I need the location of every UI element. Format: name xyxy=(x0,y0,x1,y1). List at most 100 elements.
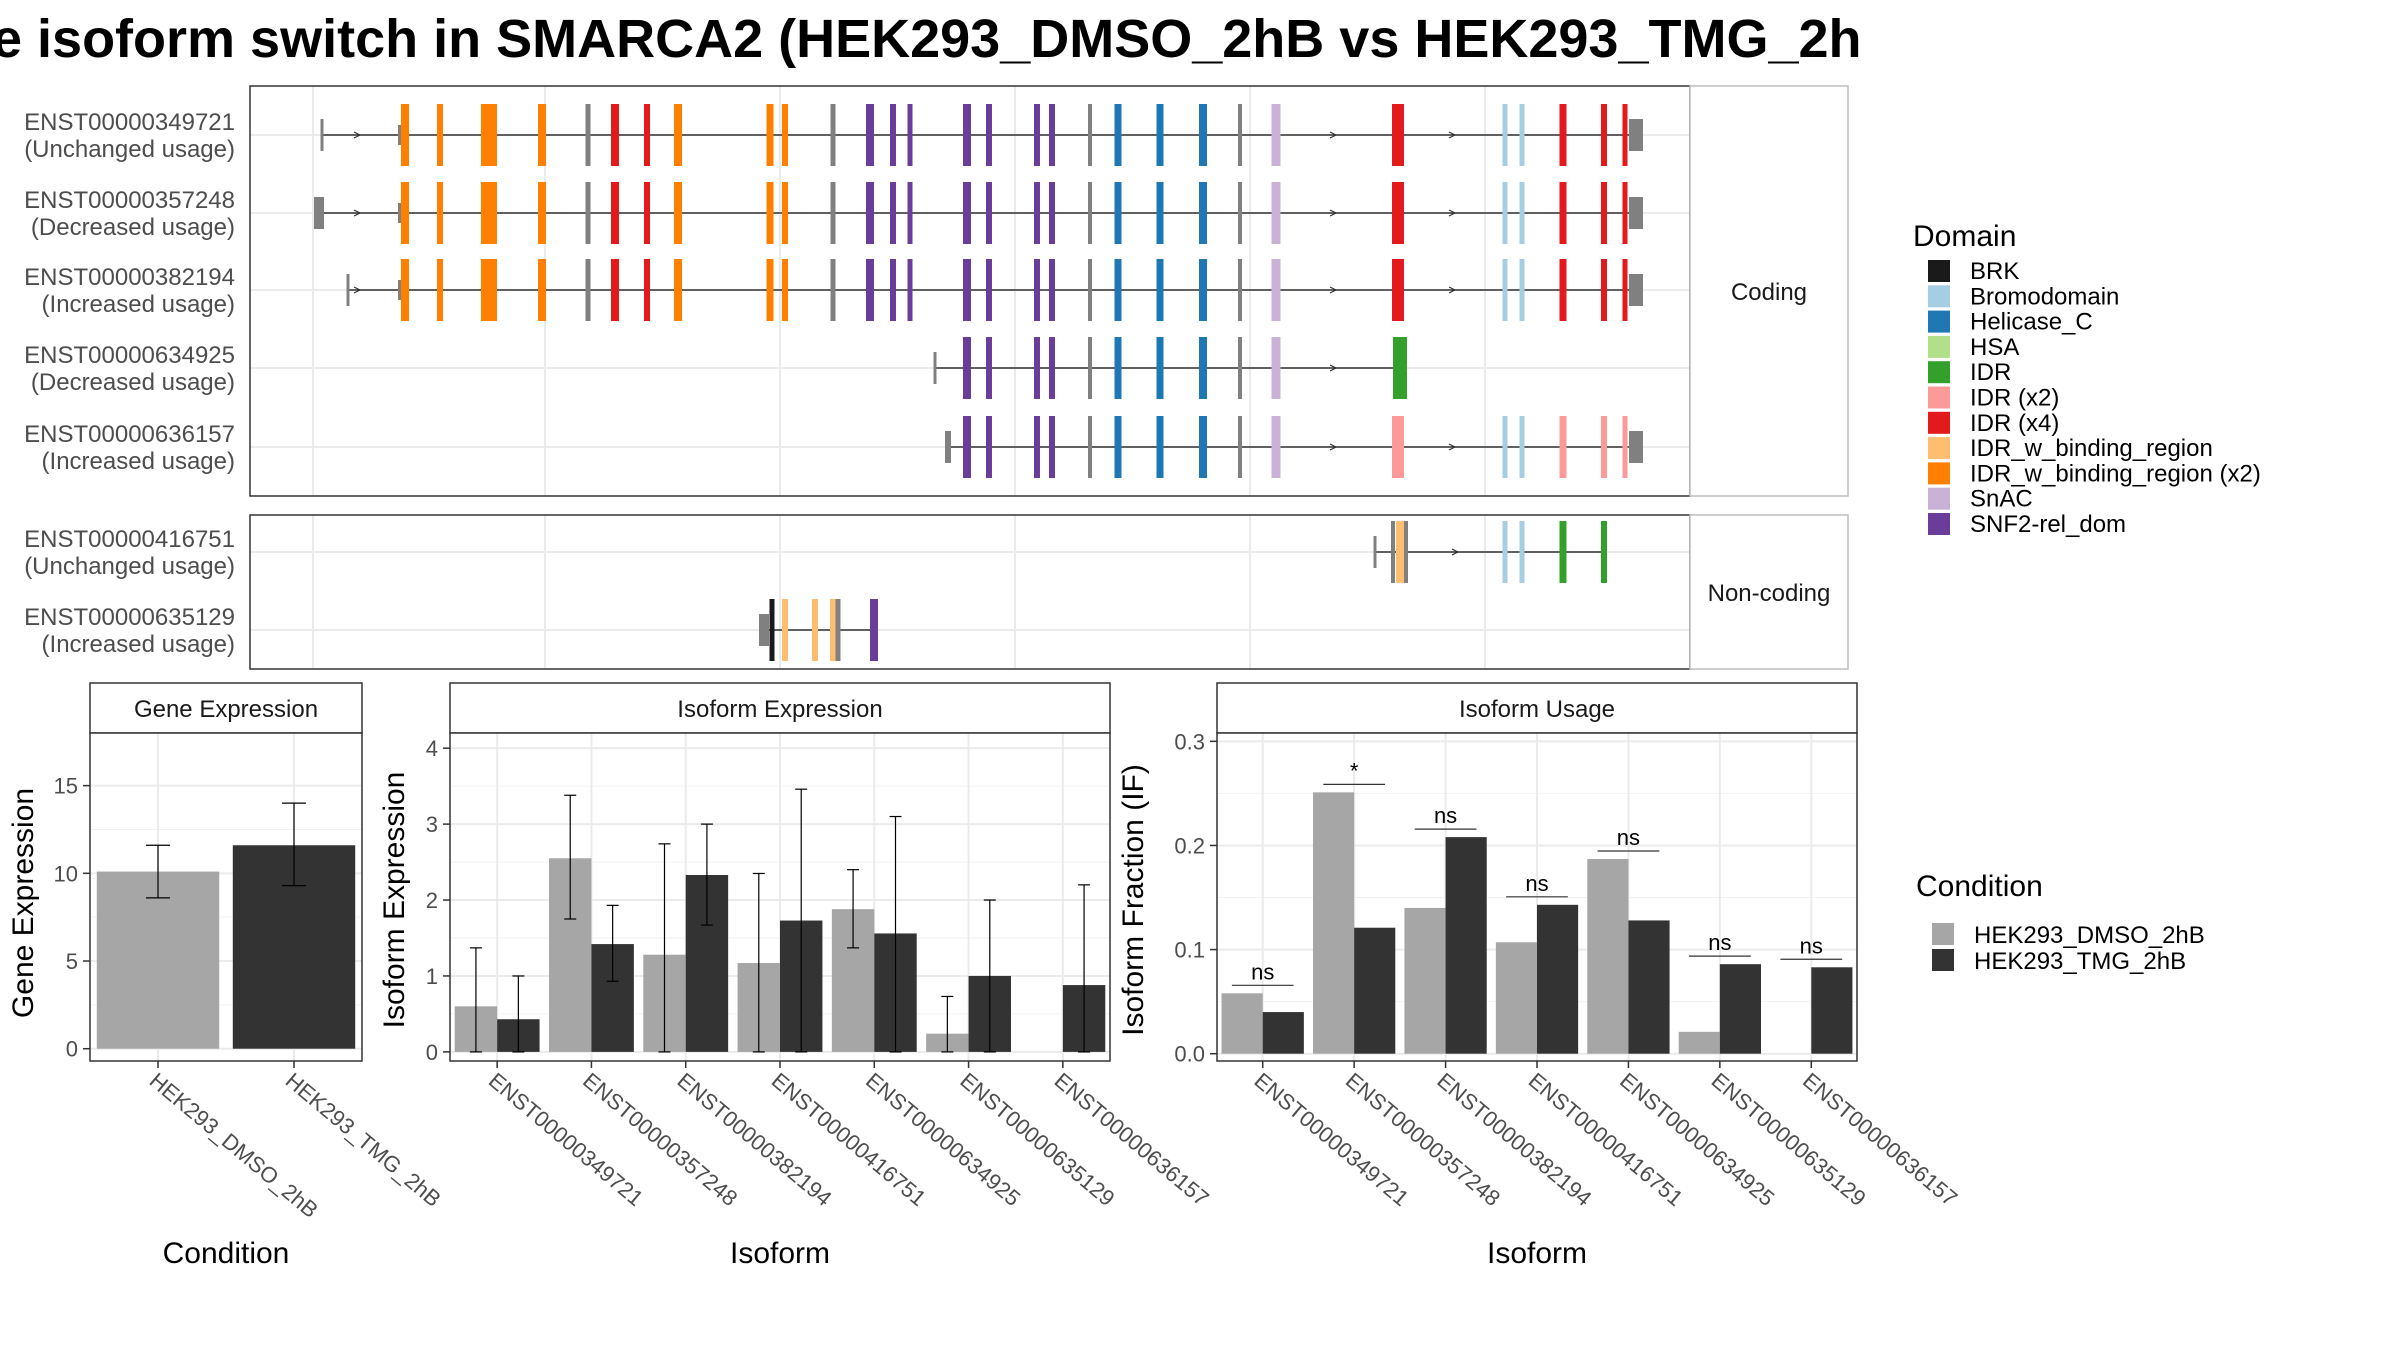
condition-legend-label: HEK293_DMSO_2hB xyxy=(1974,922,2205,949)
exon-block xyxy=(782,182,788,244)
x-tick-label: ENST00000349721 xyxy=(1250,1068,1414,1211)
exon-block xyxy=(1519,104,1525,166)
isoform-panel-noncoding: Non-coding ENST00000416751(Unchanged usag… xyxy=(24,514,1849,670)
exon-block xyxy=(1271,182,1281,244)
bar xyxy=(1445,837,1487,1054)
domain-legend-title: Domain xyxy=(1913,220,2016,253)
domain-legend-label: Bromodomain xyxy=(1970,283,2119,310)
bar xyxy=(1719,964,1761,1054)
isoform-row-id: ENST00000382194 xyxy=(24,264,235,291)
bar xyxy=(1313,792,1355,1054)
exon-block xyxy=(830,104,836,166)
domain-legend-label: IDR (x4) xyxy=(1970,410,2059,437)
domain-legend-label: HSA xyxy=(1970,334,2019,361)
exon-block xyxy=(1199,337,1207,399)
exon-block xyxy=(963,337,971,399)
isoform-panel-coding: Coding ENST00000349721(Unchanged usage) EN… xyxy=(24,85,1849,497)
exon-block xyxy=(1049,259,1055,321)
panel-strip-label: Coding xyxy=(1731,279,1807,306)
bar xyxy=(1587,858,1629,1054)
exon-block xyxy=(1502,416,1508,478)
strand-arrow xyxy=(1448,443,1457,451)
x-tick-label: ENST00000635129 xyxy=(955,1068,1119,1211)
bar xyxy=(1678,1031,1720,1054)
domain-legend-label: BRK xyxy=(1970,258,2019,285)
isoform-row-usage: (Increased usage) xyxy=(42,631,235,658)
exon-block xyxy=(1601,104,1607,166)
gene-expression-ylabel: Gene Expression xyxy=(7,788,40,1018)
isoform-row-usage: (Increased usage) xyxy=(42,291,235,318)
x-tick-label: ENST00000357248 xyxy=(578,1068,742,1211)
y-tick-label: 3 xyxy=(426,812,438,837)
exon-block xyxy=(1114,337,1122,399)
domain-legend-swatch xyxy=(1928,285,1950,308)
exon-block xyxy=(644,259,650,321)
utr-block xyxy=(398,203,402,223)
exon-block xyxy=(1392,104,1404,166)
exon-block xyxy=(481,104,497,166)
exon-block xyxy=(1502,104,1508,166)
significance-label: ns xyxy=(1525,871,1548,896)
strand-arrow xyxy=(1329,443,1338,451)
isoform-expression-ylabel: Isoform Expression xyxy=(378,772,411,1029)
exon-block xyxy=(1622,416,1628,478)
exon-block xyxy=(1114,104,1122,166)
exon-block xyxy=(1034,182,1040,244)
exon-block xyxy=(1629,274,1643,306)
isoform-expression-xlabel: Isoform xyxy=(730,1237,830,1270)
gene-expression-chart: Gene Expression Condition Gene Expressio… xyxy=(7,682,446,1270)
exon-block xyxy=(986,182,992,244)
domain-legend-swatch xyxy=(1928,487,1950,510)
exon-block xyxy=(963,182,971,244)
exon-block xyxy=(437,259,443,321)
exon-block xyxy=(538,259,546,321)
exon-block xyxy=(1502,521,1508,583)
y-tick-label: 5 xyxy=(66,949,78,974)
domain-legend-label: IDR_w_binding_region xyxy=(1970,435,2213,462)
exon-block xyxy=(907,259,913,321)
exon-block xyxy=(1559,521,1567,583)
exon-block xyxy=(1199,259,1207,321)
significance-label: ns xyxy=(1800,933,1823,958)
exon-block xyxy=(1049,104,1055,166)
x-tick-label: ENST00000349721 xyxy=(484,1068,648,1211)
y-tick-label: 1 xyxy=(426,964,438,989)
exon-block xyxy=(866,104,874,166)
exon-block xyxy=(945,431,951,463)
exon-block xyxy=(986,259,992,321)
exon-block xyxy=(1629,197,1643,229)
exon-block xyxy=(1392,416,1404,478)
domain-legend-label: SNF2-rel_dom xyxy=(1970,511,2126,538)
exon-block xyxy=(1622,182,1628,244)
exon-block xyxy=(870,599,878,661)
gene-expression-strip-title: Gene Expression xyxy=(134,696,318,723)
utr-block xyxy=(398,280,402,300)
exon-block xyxy=(1519,416,1525,478)
exon-block xyxy=(644,182,650,244)
x-tick-label: ENST00000636157 xyxy=(1050,1068,1214,1211)
isoform-row-usage: (Unchanged usage) xyxy=(24,136,235,163)
exon-block xyxy=(782,104,788,166)
exon-block xyxy=(866,182,874,244)
domain-legend-swatch xyxy=(1928,335,1950,358)
isoform-usage-strip xyxy=(1216,682,1858,734)
utr-block xyxy=(314,197,324,229)
exon-block xyxy=(986,337,992,399)
domain-legend-swatch xyxy=(1928,513,1950,535)
exon-block xyxy=(611,259,619,321)
exon-block xyxy=(1156,416,1164,478)
domain-legend-swatch xyxy=(1928,437,1950,460)
significance-label: ns xyxy=(1617,825,1640,850)
domain-legend-swatch xyxy=(1928,411,1950,434)
exon-block xyxy=(1088,337,1092,399)
exon-block xyxy=(1622,104,1628,166)
exon-block xyxy=(986,416,992,478)
strand-arrow xyxy=(1448,131,1457,139)
exon-block xyxy=(1049,182,1055,244)
exon-block xyxy=(1156,337,1164,399)
domain-legend-swatch xyxy=(1928,462,1950,485)
figure-title: e isoform switch in SMARCA2 (HEK293_DMSO… xyxy=(0,9,1862,69)
exon-block xyxy=(1034,337,1040,399)
exon-block xyxy=(1088,182,1092,244)
